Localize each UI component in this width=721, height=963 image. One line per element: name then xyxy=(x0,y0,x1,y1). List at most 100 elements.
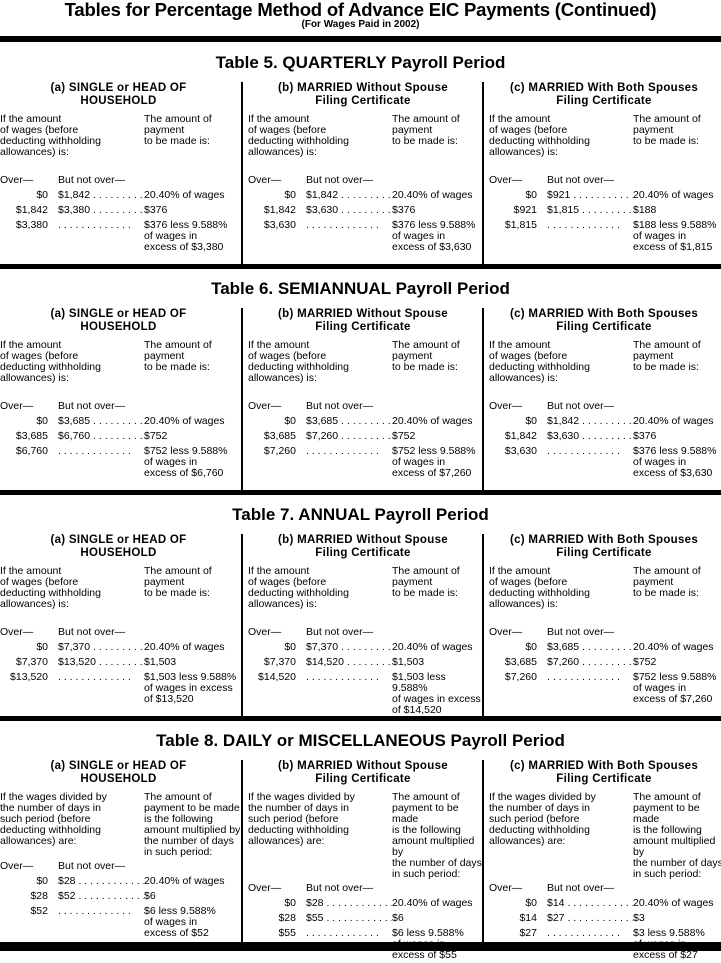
payment-condition-text: The amount of payment to be made is: xyxy=(392,113,460,147)
wage-condition-text: If the wages divided by the number of da… xyxy=(248,791,355,847)
over-value: $27 xyxy=(519,927,537,939)
not-over-header: But not over— xyxy=(58,860,126,872)
wage-condition-text: If the amount of wages (before deducting… xyxy=(0,339,101,384)
not-over-text: $7,370 xyxy=(58,642,91,653)
panel-intro: If the amount of wages (before deducting… xyxy=(0,566,241,624)
wage-condition-text: If the wages divided by the number of da… xyxy=(489,791,596,847)
payment-condition-text: The amount of payment to be made is: xyxy=(633,339,701,373)
over-header: Over— xyxy=(0,626,34,638)
panel-heading: (c) MARRIED With Both Spouses Filing Cer… xyxy=(509,308,699,333)
over-value: $921 xyxy=(513,204,537,216)
table-row: $28 $55 $6 xyxy=(248,913,482,924)
table-row: $28 $52 $6 xyxy=(0,891,241,902)
not-over-value: $3,685 xyxy=(296,416,392,427)
filing-status-panel: (a) SINGLE or HEAD OF HOUSEHOLD If the a… xyxy=(0,534,241,718)
over-value: $3,380 xyxy=(15,219,48,231)
payment-value: $376 xyxy=(392,204,416,216)
over-header: Over— xyxy=(248,882,282,894)
over-value: $6,760 xyxy=(15,445,48,457)
table-row: $0 $28 20.40% of wages xyxy=(248,898,482,909)
table-row: $52 $6 less 9.588% of wages in excess of… xyxy=(0,906,241,939)
table-title: Table 8. DAILY or MISCELLANEOUS Payroll … xyxy=(156,731,565,750)
filing-status-panel: (a) SINGLE or HEAD OF HOUSEHOLD If the w… xyxy=(0,760,241,944)
payment-condition-text: The amount of payment to be made is the … xyxy=(144,791,241,858)
payment-value: $752 less 9.588% of wages in excess of $… xyxy=(144,445,228,479)
table-row: $7,260 $752 less 9.588% of wages in exce… xyxy=(248,446,482,479)
not-over-value xyxy=(48,672,144,705)
panel-intro: If the amount of wages (before deducting… xyxy=(0,340,241,398)
payment-condition-text: The amount of payment to be made is: xyxy=(392,565,460,599)
not-over-text: $1,842 xyxy=(547,416,580,427)
filing-status-panel: (a) SINGLE or HEAD OF HOUSEHOLD If the a… xyxy=(0,308,241,492)
filing-status-panel: (c) MARRIED With Both Spouses Filing Cer… xyxy=(482,82,721,266)
over-value: $3,630 xyxy=(504,445,537,457)
not-over-value: $1,842 xyxy=(48,190,144,201)
table-row: $0 $7,370 20.40% of wages xyxy=(0,642,241,653)
table-row: $0 $3,685 20.40% of wages xyxy=(489,642,721,653)
payment-value: 20.40% of wages xyxy=(144,875,225,887)
over-value: $13,520 xyxy=(10,671,48,683)
wage-condition-text: If the amount of wages (before deducting… xyxy=(0,113,101,158)
payment-value: $752 xyxy=(633,656,657,668)
wage-condition-text: If the wages divided by the number of da… xyxy=(0,791,107,847)
panel-intro: If the amount of wages (before deducting… xyxy=(248,114,482,172)
payment-value: $376 less 9.588% of wages in excess of $… xyxy=(633,445,717,479)
not-over-header: But not over— xyxy=(547,882,615,894)
payment-value: $6 less 9.588% of wages in excess of $52 xyxy=(144,905,216,939)
not-over-value: $28 xyxy=(296,898,392,909)
not-over-header: But not over— xyxy=(58,400,126,412)
over-header: Over— xyxy=(0,400,34,412)
panel-intro: If the amount of wages (before deducting… xyxy=(248,566,482,624)
not-over-value: $921 xyxy=(537,190,633,201)
payment-condition-text: The amount of payment to be made is: xyxy=(144,339,212,373)
over-value: $0 xyxy=(525,897,537,909)
not-over-text: $28 xyxy=(306,898,324,909)
not-over-text: $3,630 xyxy=(306,205,339,216)
column-headers: Over— But not over— xyxy=(489,400,721,412)
panel-intro: If the amount of wages (before deducting… xyxy=(248,340,482,398)
payment-value: 20.40% of wages xyxy=(633,897,714,909)
payment-value: $752 xyxy=(392,430,416,442)
not-over-text: $7,370 xyxy=(306,642,339,653)
payment-value: 20.40% of wages xyxy=(392,641,473,653)
not-over-text: $27 xyxy=(547,913,565,924)
not-over-header: But not over— xyxy=(547,400,615,412)
payment-condition-text: The amount of payment to be made is: xyxy=(392,339,460,373)
not-over-header: But not over— xyxy=(306,400,374,412)
table-row: $1,842 $3,630 $376 xyxy=(489,431,721,442)
payment-value: $376 less 9.588% of wages in excess of $… xyxy=(392,219,476,253)
payment-value: 20.40% of wages xyxy=(633,415,714,427)
panel-heading: (a) SINGLE or HEAD OF HOUSEHOLD xyxy=(50,534,187,559)
not-over-value: $3,685 xyxy=(537,642,633,653)
payment-value: $3 xyxy=(633,912,645,924)
not-over-value: $3,630 xyxy=(296,205,392,216)
column-headers: Over— But not over— xyxy=(0,860,241,872)
over-header: Over— xyxy=(0,174,34,186)
not-over-value: $14,520 xyxy=(296,657,392,668)
panel-intro: If the wages divided by the number of da… xyxy=(248,792,482,880)
table-row: $0 $1,842 20.40% of wages xyxy=(489,416,721,427)
over-value: $0 xyxy=(36,189,48,201)
filing-status-panel: (b) MARRIED Without Spouse Filing Certif… xyxy=(241,534,482,718)
over-value: $0 xyxy=(36,875,48,887)
table-row: $3,685 $7,260 $752 xyxy=(248,431,482,442)
not-over-text: $13,520 xyxy=(58,657,96,668)
wage-condition-text: If the amount of wages (before deducting… xyxy=(248,113,349,158)
table-row: $14 $27 $3 xyxy=(489,913,721,924)
not-over-header: But not over— xyxy=(306,174,374,186)
payment-condition-text: The amount of payment to be made is: xyxy=(633,565,701,599)
over-value: $14 xyxy=(519,912,537,924)
not-over-header: But not over— xyxy=(58,626,126,638)
panel-intro: If the amount of wages (before deducting… xyxy=(0,114,241,172)
not-over-text: $7,260 xyxy=(306,431,339,442)
over-value: $1,842 xyxy=(15,204,48,216)
table-row: $1,815 $188 less 9.588% of wages in exce… xyxy=(489,220,721,253)
over-value: $7,370 xyxy=(263,656,296,668)
panel-heading: (b) MARRIED Without Spouse Filing Certif… xyxy=(278,760,448,785)
column-headers: Over— But not over— xyxy=(248,882,482,894)
over-value: $7,260 xyxy=(504,671,537,683)
not-over-value: $3,630 xyxy=(537,431,633,442)
table-row: $7,370 $13,520 $1,503 xyxy=(0,657,241,668)
over-value: $1,842 xyxy=(504,430,537,442)
not-over-value: $55 xyxy=(296,913,392,924)
